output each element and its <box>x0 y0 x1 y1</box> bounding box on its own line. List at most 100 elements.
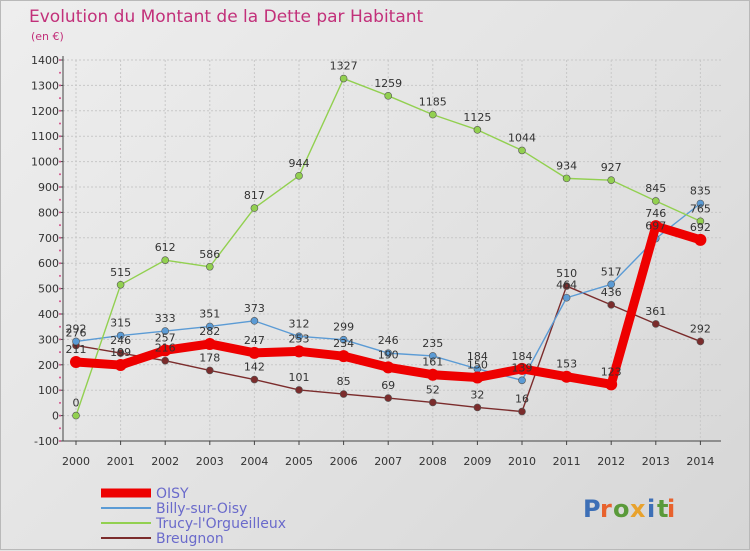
data-label: 944 <box>289 157 310 170</box>
y-tick-label: 1300 <box>31 79 59 92</box>
y-tick-label: 1200 <box>31 105 59 118</box>
y-minor-tick <box>59 440 61 442</box>
data-point <box>471 371 484 384</box>
data-label: 765 <box>690 202 711 215</box>
logo-letter: i <box>667 495 675 523</box>
y-tick-label: 1400 <box>31 54 59 67</box>
data-point <box>649 220 662 233</box>
data-point <box>206 262 214 271</box>
data-label: 69 <box>381 379 395 392</box>
data-label: 123 <box>601 365 622 378</box>
chart-title: Evolution du Montant de la Dette par Hab… <box>29 7 424 27</box>
data-labels: 276 246 216 178 142 101 85 69 52 32 16 510 436 361 292… <box>66 60 711 410</box>
data-point <box>428 398 437 407</box>
data-point <box>293 345 305 358</box>
y-minor-tick <box>59 389 61 392</box>
data-point <box>114 359 127 372</box>
data-label: 139 <box>512 361 533 374</box>
data-point <box>518 376 526 385</box>
y-minor-tick <box>59 71 61 74</box>
x-tick-label: 2003 <box>196 455 224 468</box>
data-label: 586 <box>199 248 220 261</box>
data-point <box>206 322 214 331</box>
data-label: 927 <box>601 161 622 174</box>
y-minor-tick <box>59 427 61 430</box>
data-label: 190 <box>378 348 399 361</box>
data-label: 436 <box>601 286 622 299</box>
data-point <box>384 349 393 357</box>
x-tick-label: 2008 <box>419 455 447 468</box>
logo-letter: o <box>613 495 630 523</box>
data-point <box>607 301 616 309</box>
data-point <box>696 337 705 346</box>
data-point <box>116 331 125 340</box>
data-point <box>161 356 169 365</box>
x-tick-label: 2005 <box>285 455 313 468</box>
x-tick-label: 2002 <box>151 455 179 468</box>
x-tick-label: 2011 <box>553 455 581 468</box>
data-point <box>159 344 172 357</box>
data-point <box>203 337 216 350</box>
data-label: 746 <box>645 207 666 220</box>
logo-letter: i <box>647 495 655 523</box>
x-tick-label: 2004 <box>240 455 268 468</box>
data-point <box>473 126 482 134</box>
data-point <box>607 176 616 184</box>
y-tick-label: 1100 <box>31 130 59 143</box>
x-tick-label: 2014 <box>686 455 714 468</box>
data-point <box>206 366 214 375</box>
data-point <box>516 362 528 375</box>
data-point <box>562 293 571 302</box>
x-tick-label: 2001 <box>107 455 135 468</box>
data-label: 142 <box>244 361 265 374</box>
data-point <box>473 403 482 412</box>
x-tick-label: 2010 <box>508 455 536 468</box>
y-minor-tick <box>59 300 61 303</box>
data-label: 292 <box>690 322 711 335</box>
data-point <box>70 356 82 369</box>
data-label: 361 <box>645 305 666 318</box>
y-minor-tick <box>59 147 61 150</box>
y-tick-label: 200 <box>38 359 59 372</box>
logo-letter: x <box>630 495 646 523</box>
data-point <box>116 349 125 357</box>
data-label: 253 <box>289 332 310 345</box>
data-label: 835 <box>690 185 711 198</box>
y-tick-label: 500 <box>38 283 59 296</box>
data-point <box>382 361 395 374</box>
data-label: 517 <box>601 265 622 278</box>
legend-label: Trucy-l'Orgueilleux <box>155 516 286 532</box>
data-label: 246 <box>378 334 399 347</box>
data-label: 153 <box>556 358 577 371</box>
data-label: 0 <box>73 397 80 410</box>
data-label: 257 <box>155 331 176 344</box>
data-label: 373 <box>244 302 265 315</box>
y-minor-tick <box>59 135 61 138</box>
y-tick-label: 400 <box>38 308 59 321</box>
data-point <box>694 233 707 246</box>
y-minor-tick <box>59 224 61 227</box>
legend: OISYBilly-sur-OisyTrucy-l'OrgueilleuxBre… <box>101 486 286 547</box>
y-minor-tick <box>59 109 61 112</box>
data-point <box>518 407 526 416</box>
data-label: 216 <box>155 342 176 355</box>
data-label: 1044 <box>508 131 536 144</box>
data-label: 333 <box>155 312 176 325</box>
data-label: 292 <box>66 322 87 335</box>
data-point <box>337 350 350 363</box>
y-minor-tick <box>59 84 61 87</box>
y-tick-label: 300 <box>38 333 59 346</box>
data-label: 211 <box>66 343 87 356</box>
data-label: 101 <box>289 371 310 384</box>
data-label: 178 <box>199 351 220 364</box>
data-label: 282 <box>199 325 220 338</box>
x-tick-label: 2006 <box>330 455 358 468</box>
data-point <box>72 337 80 346</box>
data-point <box>339 74 348 83</box>
data-point <box>562 174 571 183</box>
data-label: 184 <box>467 350 488 363</box>
y-minor-tick <box>59 97 61 100</box>
y-minor-tick <box>59 122 61 125</box>
data-label: 1327 <box>330 60 358 73</box>
